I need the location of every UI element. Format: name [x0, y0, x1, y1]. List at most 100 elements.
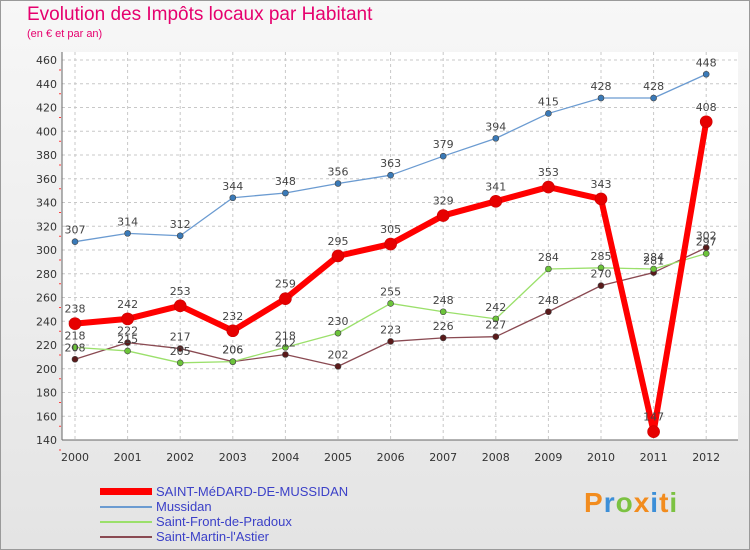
- data-label: 215: [117, 333, 138, 346]
- y-tick-label: 160: [36, 410, 57, 423]
- y-tick-label: 400: [36, 125, 57, 138]
- plot-area: [62, 52, 738, 440]
- data-label: 428: [643, 80, 664, 93]
- data-point: [542, 180, 555, 194]
- data-point: [121, 312, 134, 326]
- x-tick-label: 2003: [219, 451, 247, 464]
- x-tick-label: 2001: [114, 451, 142, 464]
- data-label: 341: [485, 180, 506, 193]
- data-label: 218: [275, 329, 296, 342]
- data-point: [71, 238, 79, 245]
- brand-letter: P: [584, 487, 604, 518]
- data-label: 307: [65, 224, 86, 237]
- y-tick-label: 220: [36, 339, 57, 352]
- data-label: 348: [275, 175, 296, 188]
- legend-swatch: [100, 536, 152, 538]
- data-label: 312: [170, 218, 191, 231]
- data-label: 230: [328, 315, 349, 328]
- data-label: 255: [380, 285, 401, 298]
- data-point: [597, 264, 605, 272]
- data-point: [331, 249, 345, 263]
- data-label: 428: [591, 80, 612, 93]
- data-point: [650, 265, 657, 273]
- chart-title: Evolution des Impôts locaux par Habitant: [27, 4, 373, 25]
- brand-letter: i: [669, 487, 679, 518]
- y-tick-label: 440: [36, 78, 57, 91]
- data-label: 356: [328, 166, 349, 179]
- data-label: 238: [65, 303, 86, 316]
- legend-label: SAINT-MéDARD-DE-MUSSIDAN: [156, 484, 349, 499]
- chart-subtitle: (en € et par an): [27, 28, 103, 40]
- data-label: 218: [65, 329, 86, 342]
- data-point: [282, 351, 289, 358]
- data-label: 448: [696, 56, 717, 69]
- data-label: 295: [328, 235, 349, 248]
- data-label: 343: [591, 178, 612, 191]
- x-tick-label: 2004: [271, 451, 299, 464]
- data-point: [384, 237, 397, 251]
- data-label: 208: [65, 341, 86, 354]
- data-label: 408: [696, 101, 717, 114]
- x-tick-label: 2005: [324, 451, 352, 464]
- y-tick-label: 460: [36, 54, 57, 67]
- data-point: [650, 94, 657, 102]
- x-tick-label: 2002: [166, 451, 194, 464]
- data-point: [279, 292, 292, 305]
- data-label: 147: [643, 411, 664, 424]
- data-label: 212: [275, 337, 296, 350]
- brand-letter: r: [603, 487, 616, 518]
- x-tick-label: 2012: [692, 451, 720, 464]
- data-point: [176, 345, 184, 352]
- y-tick-label: 180: [36, 387, 57, 400]
- x-tick-label: 2010: [587, 451, 615, 464]
- data-label: 242: [485, 301, 506, 314]
- data-point: [173, 299, 187, 313]
- data-label: 285: [591, 250, 612, 263]
- data-label: 415: [538, 95, 559, 108]
- data-label: 302: [696, 230, 717, 243]
- data-point: [489, 195, 503, 208]
- data-label: 379: [433, 138, 454, 151]
- brand-letter: i: [650, 487, 660, 518]
- data-point: [387, 300, 394, 307]
- data-label: 314: [117, 215, 138, 228]
- data-label: 284: [643, 251, 664, 264]
- data-point: [545, 110, 552, 117]
- x-tick-label: 2007: [429, 451, 457, 464]
- data-point: [68, 317, 82, 330]
- data-point: [594, 192, 608, 206]
- data-label: 222: [117, 325, 138, 338]
- data-point: [334, 329, 342, 337]
- data-point: [282, 344, 289, 351]
- data-label: 284: [538, 251, 559, 264]
- y-tick-label: 420: [36, 102, 57, 115]
- y-tick-label: 380: [36, 149, 57, 162]
- data-point: [229, 194, 237, 202]
- data-point: [71, 355, 79, 363]
- data-label: 217: [170, 331, 191, 344]
- data-point: [492, 315, 500, 323]
- brand-letter: t: [659, 487, 670, 518]
- data-point: [124, 230, 131, 237]
- data-point: [282, 189, 289, 197]
- data-point: [492, 333, 500, 340]
- data-point: [334, 363, 342, 370]
- data-point: [545, 265, 552, 273]
- legend-swatch: [100, 521, 152, 523]
- data-label: 344: [222, 180, 243, 193]
- y-tick-label: 320: [36, 220, 57, 233]
- data-point: [387, 338, 394, 345]
- y-tick-label: 280: [36, 268, 57, 281]
- y-tick-label: 260: [36, 292, 57, 305]
- data-label: 394: [485, 120, 506, 133]
- y-tick-label: 360: [36, 173, 57, 186]
- data-point: [334, 180, 342, 187]
- y-tick-label: 300: [36, 244, 57, 257]
- data-point: [439, 152, 447, 160]
- data-point: [226, 324, 240, 338]
- data-point: [702, 250, 710, 257]
- data-label: 297: [696, 236, 717, 249]
- data-label: 248: [538, 294, 559, 307]
- data-point: [647, 425, 660, 438]
- data-label: 223: [380, 323, 401, 336]
